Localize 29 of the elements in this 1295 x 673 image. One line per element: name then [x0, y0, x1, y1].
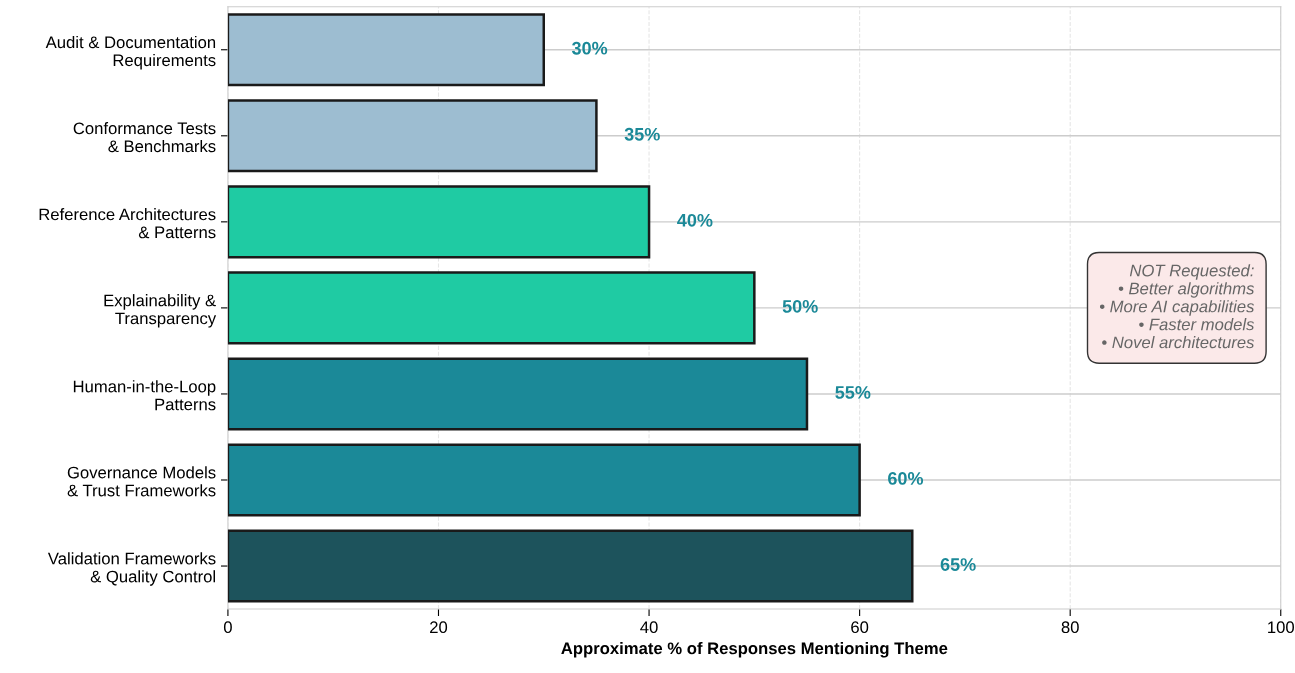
bar	[227, 443, 861, 517]
data-label: 55%	[835, 386, 871, 399]
x-tick-label: 20	[430, 621, 448, 634]
bar	[227, 185, 651, 259]
y-tick-label: Audit & Documentation Requirements	[45, 35, 216, 70]
data-label: 50%	[782, 299, 818, 313]
data-label: 60%	[888, 472, 924, 485]
x-tick-label: 40	[640, 621, 658, 634]
y-tick-label: Reference Architectures & Patterns	[39, 208, 216, 239]
data-label: 65%	[940, 558, 976, 571]
y-tick-label: Governance Models & Trust Frameworks	[67, 466, 216, 497]
bar	[227, 357, 809, 431]
y-tick-label: Explainability & Transparency	[104, 294, 217, 328]
data-label: 35%	[624, 127, 660, 141]
bar	[227, 13, 546, 87]
data-label: 40%	[677, 213, 713, 227]
bar	[227, 271, 756, 345]
data-label: 30%	[571, 41, 608, 55]
x-tick-label: 100	[1268, 621, 1295, 634]
x-tick-label: 80	[1061, 621, 1079, 634]
x-axis-title: Approximate % of Responses Mentioning Theme	[561, 641, 948, 658]
y-tick-label: Validation Frameworks & Quality Control	[47, 552, 216, 586]
bar	[227, 99, 598, 173]
annotation: NOT Requested: • Better algorithms • More AI capabilities • Faster models • Novel architectures	[1099, 264, 1255, 349]
x-tick-label: 60	[851, 621, 869, 634]
y-tick-label: Conformance Tests & Benchmarks	[73, 122, 216, 153]
bar	[227, 529, 914, 603]
y-tick-label: Human-in-the-Loop Patterns	[73, 380, 216, 411]
x-tick-label: 0	[223, 621, 232, 634]
